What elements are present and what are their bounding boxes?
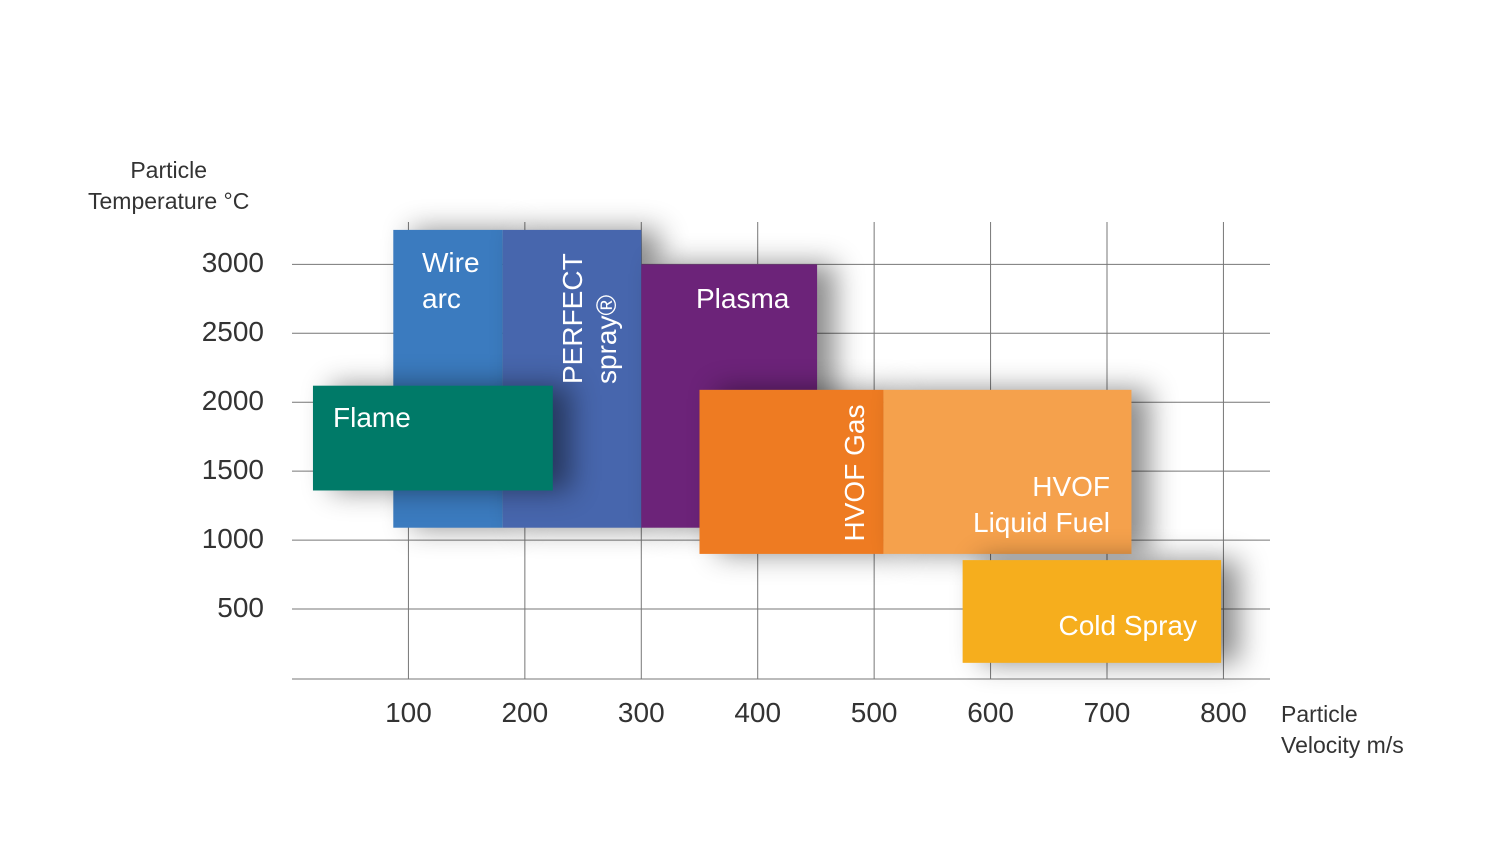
x-tick-label: 500	[850, 697, 898, 728]
x-axis-title: Particle Velocity m/s	[1281, 701, 1404, 758]
box-label: Cold Spray	[1058, 610, 1197, 641]
y-tick-label: 1500	[201, 454, 264, 486]
y-tick-label: 2000	[201, 385, 264, 417]
y-tick-label: 3000	[201, 247, 264, 279]
range-box	[312, 385, 553, 491]
x-tick-label: 200	[501, 697, 549, 728]
box-label: Plasma	[696, 283, 790, 314]
y-tick-label: 1000	[201, 523, 264, 555]
x-tick-label: 300	[617, 697, 665, 728]
x-tick-label: 400	[734, 697, 782, 728]
x-tick-label: 700	[1083, 697, 1131, 728]
box-label: HVOF Gas	[839, 404, 870, 542]
range-box	[962, 560, 1222, 663]
box-label: PERFECT spray®	[557, 253, 622, 384]
y-axis-title: Particle Temperature °C	[88, 157, 250, 214]
range-box	[699, 389, 884, 554]
x-tick-label: 600	[967, 697, 1014, 728]
y-tick-label: 500	[217, 592, 264, 624]
box-label: HVOF Liquid Fuel	[973, 471, 1110, 538]
x-tick-label: 100	[385, 697, 432, 728]
range-box	[883, 389, 1132, 554]
box-label: Wire arc	[422, 247, 480, 314]
box-label: Flame	[333, 402, 411, 433]
x-tick-label: 800	[1200, 697, 1247, 728]
y-tick-label: 2500	[201, 316, 264, 348]
